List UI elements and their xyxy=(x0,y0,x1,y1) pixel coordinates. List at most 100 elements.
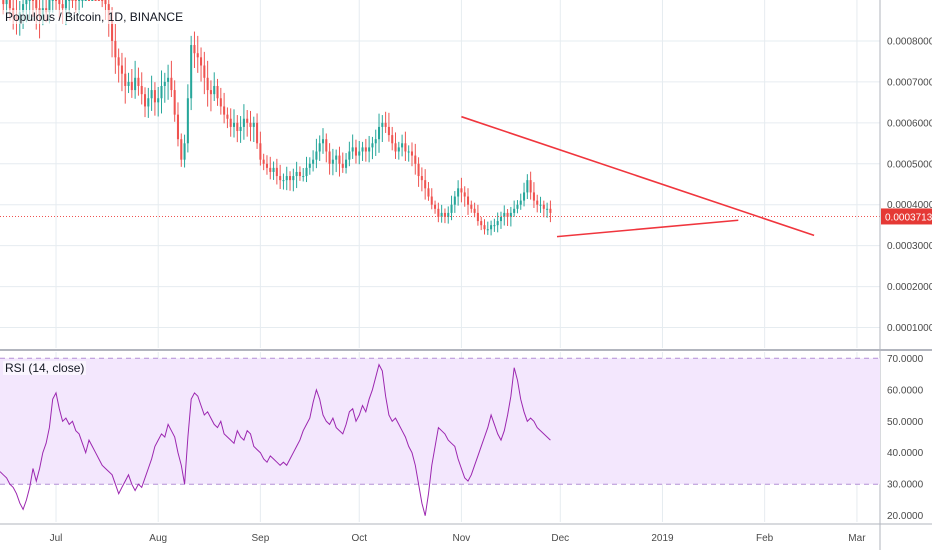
candle-body xyxy=(130,81,133,91)
candle-body xyxy=(486,229,489,231)
candle-body xyxy=(8,0,11,9)
candle-body xyxy=(143,94,147,107)
candle-body xyxy=(249,122,252,127)
candle-body xyxy=(381,122,384,127)
candle-body xyxy=(374,139,377,144)
rsi-y-tick-label: 60.0000 xyxy=(887,385,924,396)
candle-body xyxy=(480,221,483,226)
candle-body xyxy=(427,188,430,197)
symbol-legend[interactable]: Populous / Bitcoin, 1D, BINANCE xyxy=(3,10,186,24)
candle-body xyxy=(298,171,301,177)
candle-body xyxy=(200,57,203,66)
candle-body xyxy=(302,176,305,178)
rsi-pane[interactable]: 70.0000 60.0000 50.0000 40.0000 30.0000 20.00… xyxy=(0,352,924,522)
candle-body xyxy=(368,147,371,152)
candle-body xyxy=(470,204,473,209)
candle-body xyxy=(91,0,94,1)
candle-body xyxy=(348,151,351,160)
candle-body xyxy=(473,208,476,213)
candle-body xyxy=(529,180,532,193)
candle-body xyxy=(526,180,529,193)
candle-body xyxy=(22,4,25,13)
candle-body xyxy=(312,159,315,164)
candle-body xyxy=(87,0,91,1)
candle-body xyxy=(279,176,282,181)
candle-body xyxy=(285,176,288,181)
candle-body xyxy=(457,188,460,197)
candle-body xyxy=(256,122,259,144)
candle-body xyxy=(216,85,219,99)
rsi-y-tick-label: 50.0000 xyxy=(887,417,924,428)
candle-body xyxy=(523,192,526,201)
candle-body xyxy=(111,20,114,41)
candle-body xyxy=(506,212,509,217)
candle-body xyxy=(364,147,367,152)
candle-body xyxy=(206,77,209,91)
candle-body xyxy=(68,0,71,1)
candle-body xyxy=(437,208,440,217)
trendline-ascending[interactable] xyxy=(556,219,739,238)
x-tick-label: Feb xyxy=(756,533,774,544)
candle-body xyxy=(48,0,51,13)
candle-body xyxy=(120,65,123,74)
candle-body xyxy=(447,212,450,217)
candle-body xyxy=(153,90,156,103)
candle-body xyxy=(341,163,344,168)
rsi-y-tick-label: 70.0000 xyxy=(887,354,924,365)
candle-body xyxy=(170,77,173,91)
candle-body xyxy=(384,122,387,127)
candle-body xyxy=(232,122,236,127)
candle-body xyxy=(443,212,446,217)
candle-body xyxy=(117,57,120,66)
candle-body xyxy=(35,0,38,9)
candle-body xyxy=(450,204,453,213)
candle-body xyxy=(549,208,552,213)
candle-body xyxy=(420,176,423,181)
x-tick-label: Dec xyxy=(551,533,569,544)
candle-body xyxy=(71,0,74,1)
candle-body xyxy=(335,155,338,160)
time-axis[interactable]: Jul Aug Sep Oct Nov Dec 2019 Feb Mar xyxy=(0,523,932,544)
candle-body xyxy=(308,163,311,168)
rsi-y-tick-label: 20.0000 xyxy=(887,511,924,522)
x-tick-label: Jul xyxy=(50,533,63,544)
candle-body xyxy=(275,167,278,177)
candle-body xyxy=(163,81,166,86)
candle-body xyxy=(81,0,84,1)
candle-body xyxy=(387,126,390,136)
candle-body xyxy=(430,196,433,205)
candle-body xyxy=(58,0,61,5)
candle-body xyxy=(292,176,295,181)
candle-body xyxy=(31,0,34,1)
candle-body xyxy=(354,147,357,156)
candle-body xyxy=(328,151,331,164)
candle-body xyxy=(196,53,199,58)
y-tick-label: 0.0006000 xyxy=(887,118,932,129)
candle-body xyxy=(331,159,334,164)
candle-body xyxy=(440,212,443,217)
x-tick-label: Nov xyxy=(453,533,471,544)
current-price-badge xyxy=(881,208,932,225)
candle-body xyxy=(160,85,163,99)
candle-body xyxy=(219,98,222,107)
candle-body xyxy=(417,163,420,177)
candle-body xyxy=(493,225,496,227)
current-price-label: 0.0003713 xyxy=(885,212,932,223)
y-tick-label: 0.0002000 xyxy=(887,282,932,293)
x-tick-label: Aug xyxy=(149,533,167,544)
candle-body xyxy=(213,85,216,95)
candle-body xyxy=(104,0,107,5)
candle-body xyxy=(180,139,183,160)
candle-body xyxy=(378,126,381,140)
y-tick-label: 0.0001000 xyxy=(887,323,932,334)
candle-body xyxy=(358,151,361,156)
x-tick-label: 2019 xyxy=(651,533,674,544)
candle-body xyxy=(338,155,341,164)
candle-body xyxy=(124,73,127,86)
candle-body xyxy=(259,143,262,160)
rsi-legend[interactable]: RSI (14, close) xyxy=(3,361,87,375)
trendline-descending[interactable] xyxy=(461,115,815,237)
candle-body xyxy=(466,196,470,205)
